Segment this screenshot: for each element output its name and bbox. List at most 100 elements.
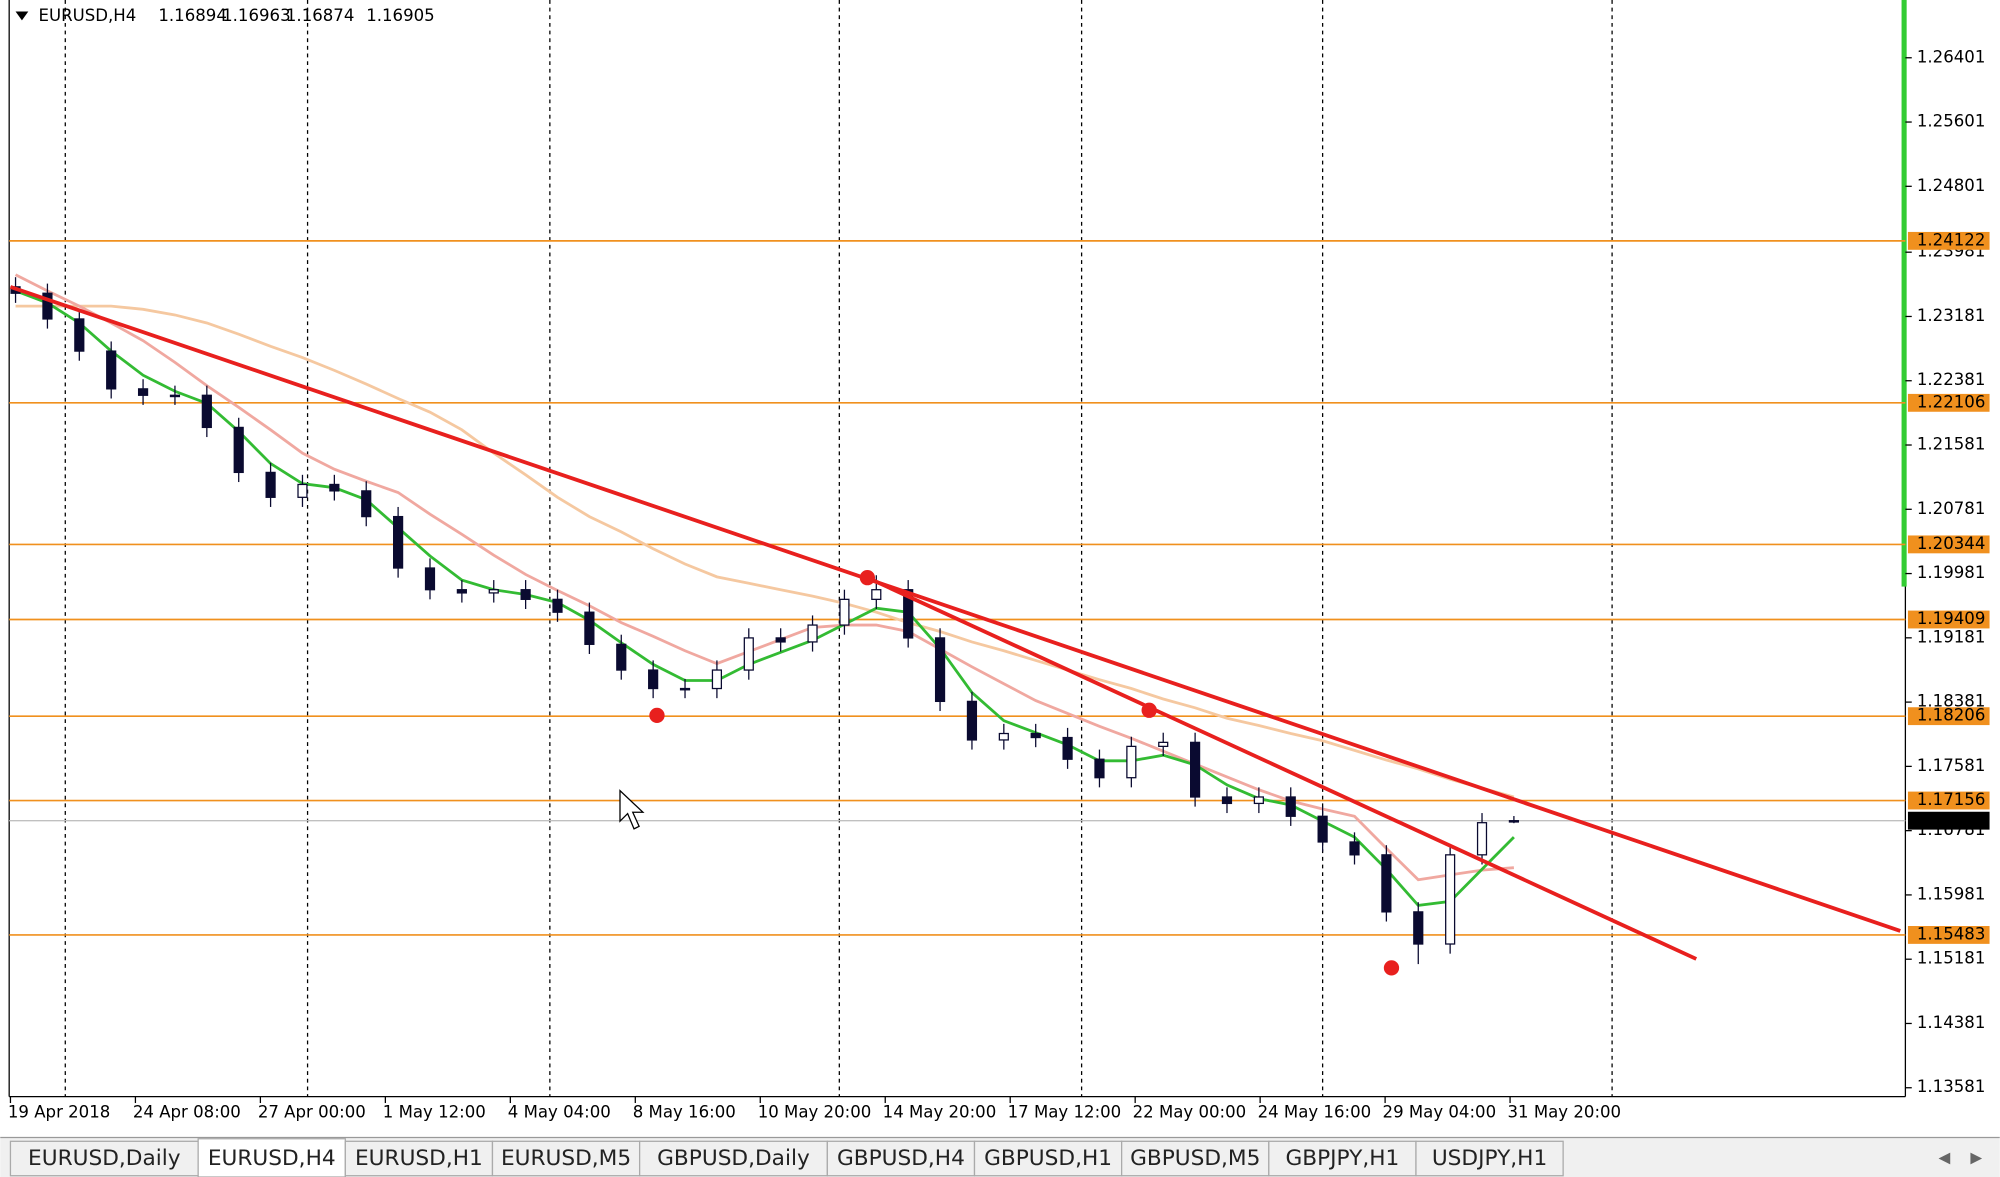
current-price-label: 1.16905: [1917, 810, 1986, 829]
ohlc-low: 1.16874: [286, 6, 355, 25]
level-label-bg: [1907, 926, 1990, 944]
tab[interactable]: GBPUSD,H1: [973, 1140, 1123, 1177]
level-label-bg: [1907, 393, 1990, 412]
tab[interactable]: GBPJPY,H1: [1268, 1140, 1417, 1177]
candle-body: [1158, 741, 1169, 748]
tab-label[interactable]: USDJPY,H1: [1432, 1146, 1547, 1171]
pivot-dot: [1141, 702, 1157, 718]
candle-body: [1317, 815, 1328, 843]
tab-label[interactable]: EURUSD,Daily: [28, 1146, 181, 1171]
tab[interactable]: GBPUSD,Daily: [638, 1140, 828, 1177]
y-tick-label: 1.17581: [1917, 756, 1986, 775]
plot-area: [8, 0, 1907, 1098]
candle-body: [1476, 822, 1488, 856]
y-tick-label: 1.15181: [1917, 949, 1986, 968]
candle-body: [1285, 796, 1296, 817]
tab[interactable]: GBPUSD,M5: [1121, 1140, 1270, 1177]
candle-body: [998, 732, 1009, 741]
candle-body: [807, 624, 818, 643]
header-menu[interactable]: [15, 11, 29, 21]
pivot-dot: [649, 707, 665, 724]
candle-body: [297, 483, 308, 498]
candle-body: [934, 637, 946, 703]
y-tick-label: 1.24801: [1917, 176, 1986, 195]
tab-label[interactable]: GBPJPY,H1: [1285, 1146, 1399, 1171]
x-tick-label: 24 Apr 08:00: [133, 1103, 241, 1122]
x-tick-label: 22 May 00:00: [1133, 1103, 1247, 1122]
chart-header: EURUSD,H4 1.16894 1.16963 1.16874 1.1690…: [15, 6, 435, 25]
tab-bg: [973, 1140, 1123, 1177]
candle-body: [329, 483, 340, 492]
candle-body: [488, 589, 499, 594]
x-tick-label: 29 May 04:00: [1383, 1103, 1497, 1122]
y-tick-label: 1.20781: [1917, 499, 1986, 518]
tab[interactable]: EURUSD,H1: [344, 1140, 494, 1177]
trend-line: [866, 575, 1698, 961]
x-tick-label: 1 May 12:00: [383, 1103, 486, 1122]
x-tick-label: 8 May 16:00: [633, 1103, 736, 1122]
tab-bg: [197, 1138, 346, 1177]
candle-body: [201, 394, 212, 429]
tab[interactable]: EURUSD,H4: [197, 1138, 346, 1177]
level-label: 1.17156: [1917, 790, 1986, 809]
period-separators: [64, 0, 1613, 1097]
candle-body: [839, 598, 850, 626]
candle-body: [1221, 796, 1233, 805]
drawn-objects: [9, 285, 1901, 976]
tab-scroll-right[interactable]: ▶: [1970, 1148, 1982, 1166]
level-label: 1.19409: [1917, 609, 1986, 628]
tab-label[interactable]: EURUSD,M5: [501, 1146, 631, 1171]
x-tick-label: 4 May 04:00: [508, 1103, 611, 1122]
candle-body: [265, 471, 276, 498]
tab-label[interactable]: GBPUSD,M5: [1130, 1146, 1260, 1171]
candle-body: [233, 426, 244, 474]
candle-body: [1413, 911, 1424, 945]
level-label-bg: [1907, 707, 1990, 726]
tab-label[interactable]: GBPUSD,H1: [984, 1146, 1112, 1171]
level-label: 1.18206: [1917, 706, 1986, 725]
candle-body: [1094, 758, 1105, 779]
y-tick-label: 1.18381: [1917, 692, 1986, 711]
x-tick-label: 14 May 20:00: [883, 1103, 997, 1122]
tab-bg: [638, 1140, 828, 1177]
candle-body: [1349, 841, 1360, 856]
candle-body: [42, 292, 53, 320]
tab-label[interactable]: GBPUSD,H4: [837, 1146, 965, 1171]
tab-bar: ◀ ▶ EURUSD,Daily EURUSD,H4 EURUSD,H1 EURUSD…: [0, 1136, 2000, 1177]
y-tick-label: 1.15981: [1917, 884, 1986, 903]
candle-body: [1126, 745, 1137, 779]
volume-bar: [1901, 0, 1907, 587]
y-tick-label: 1.14381: [1917, 1013, 1986, 1032]
candle-body: [1062, 736, 1073, 760]
level-label-bg: [1907, 231, 1990, 250]
level-label-bg: [1907, 791, 1990, 810]
moving-average: [15, 304, 1515, 799]
candle-body: [1445, 854, 1456, 945]
mouse-cursor: [619, 789, 645, 830]
tab[interactable]: EURUSD,Daily: [9, 1140, 199, 1177]
x-tick-label: 19 Apr 2018: [8, 1103, 110, 1122]
moving-average: [15, 289, 1515, 907]
tab-label[interactable]: EURUSD,H4: [208, 1146, 336, 1171]
tab-label[interactable]: EURUSD,H1: [355, 1146, 483, 1171]
tab-bg: [1415, 1140, 1564, 1177]
x-tick-label: 17 May 12:00: [1008, 1103, 1122, 1122]
tab-bg: [1121, 1140, 1270, 1177]
ohlc-close: 1.16905: [366, 6, 435, 25]
trend-line: [9, 285, 1901, 933]
tab[interactable]: EURUSD,M5: [491, 1140, 641, 1177]
y-tick-label: 1.26401: [1917, 47, 1986, 66]
x-tick-label: 10 May 20:00: [758, 1103, 872, 1122]
tab-bg: [826, 1140, 976, 1177]
level-label: 1.22106: [1917, 392, 1986, 411]
tab-label[interactable]: GBPUSD,Daily: [657, 1146, 810, 1171]
candle-body: [616, 643, 627, 671]
tab[interactable]: USDJPY,H1: [1415, 1140, 1564, 1177]
tab[interactable]: GBPUSD,H4: [826, 1140, 976, 1177]
tab-scroll-left[interactable]: ◀: [1939, 1148, 1951, 1166]
candle-body: [137, 388, 149, 396]
tab-bg: [9, 1140, 199, 1177]
y-tick-label: 1.13581: [1917, 1077, 1986, 1096]
